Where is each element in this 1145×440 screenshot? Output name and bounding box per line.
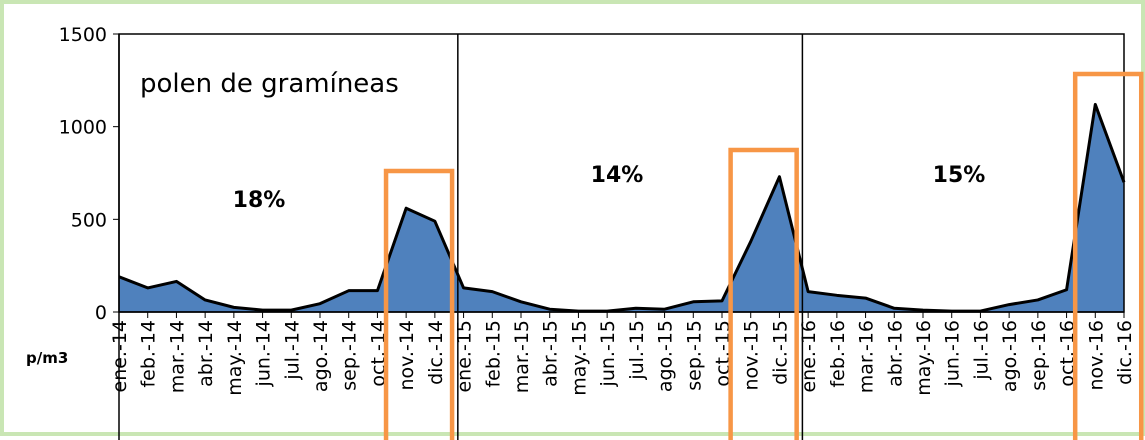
percent-annotation: 14% <box>591 163 644 188</box>
highlight-box <box>383 168 455 440</box>
x-tick-label: feb.-14 <box>138 320 160 388</box>
x-tick-label: abr.-15 <box>540 320 562 387</box>
x-tick-label: ago.-14 <box>310 320 332 392</box>
x-tick-label: feb.-16 <box>827 320 849 388</box>
percent-annotations: 18% 14% 15% <box>233 163 986 213</box>
percent-annotation: 15% <box>933 163 986 188</box>
series-line <box>118 102 1126 313</box>
x-tick-label: nov.-16 <box>1085 320 1107 391</box>
x-tick-label: sep.-16 <box>1028 320 1050 391</box>
x-tick-label: mar.-16 <box>856 320 878 393</box>
x-tick-label: dic.-15 <box>769 320 791 385</box>
x-tick-label: mar.-15 <box>511 320 533 393</box>
x-tick-label: ene.-16 <box>798 320 820 393</box>
x-tick-label: may.-15 <box>568 320 590 396</box>
x-tick-label: jul.-15 <box>626 320 648 381</box>
y-tick-label: 500 <box>71 209 107 231</box>
highlight-box <box>1072 71 1144 440</box>
y-tick-labels: 0 500 1000 1500 <box>59 24 107 324</box>
x-tick-label: ene.-15 <box>454 320 476 393</box>
x-tick-label: feb.-15 <box>482 320 504 388</box>
x-tick-label: abr.-16 <box>884 320 906 387</box>
percent-annotation: 18% <box>233 188 286 213</box>
axes <box>113 33 1125 440</box>
x-tick-label: dic.-16 <box>1114 320 1136 385</box>
year-dividers <box>457 34 804 440</box>
x-tick-label: nov.-14 <box>396 320 418 391</box>
x-tick-label: may.-14 <box>224 320 246 396</box>
y-unit-label: p/m3 <box>26 349 68 367</box>
y-tick-label: 1000 <box>59 117 107 139</box>
x-tick-label: nov.-15 <box>741 320 763 391</box>
x-tick-label: jun.-14 <box>253 320 275 387</box>
plot-area <box>119 34 1124 312</box>
y-tick-label: 0 <box>95 302 107 324</box>
x-tick-label: sep.-14 <box>339 320 361 391</box>
x-tick-label: ago.-16 <box>999 320 1021 392</box>
x-tick-label: dic.-14 <box>425 320 447 385</box>
x-tick-label: mar.-14 <box>166 320 188 393</box>
x-tick-label: ene.-14 <box>109 320 131 393</box>
x-tick-label: jun.-16 <box>942 320 964 387</box>
chart-title: polen de gramíneas <box>140 69 399 99</box>
x-tick-label: jun.-15 <box>597 320 619 387</box>
highlight-box <box>728 147 799 440</box>
area-chart: 0 500 1000 1500 ene.-14 feb.-14 mar.-14 abr.-1… <box>26 24 1144 440</box>
area-layer <box>118 102 1126 313</box>
x-tick-label: may.-16 <box>913 320 935 396</box>
x-tick-label: jul.-14 <box>281 320 303 381</box>
highlight-boxes <box>383 71 1144 440</box>
x-tick-label: sep.-15 <box>683 320 705 391</box>
y-tick-label: 1500 <box>59 24 107 46</box>
x-tick-label: ago.-15 <box>655 320 677 392</box>
x-tick-label: jul.-16 <box>970 320 992 381</box>
x-tick-labels: ene.-14 feb.-14 mar.-14 abr.-14 may.-14 jun.-… <box>109 320 1136 396</box>
x-tick-label: abr.-14 <box>195 320 217 387</box>
